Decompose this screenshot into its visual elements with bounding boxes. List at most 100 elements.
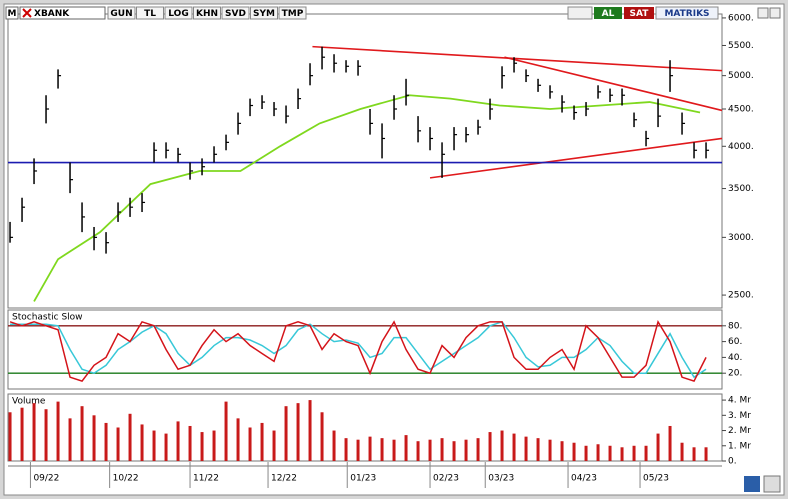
- volume-bar: [140, 424, 144, 461]
- volume-bar: [128, 413, 132, 461]
- clear-icon[interactable]: [22, 8, 32, 18]
- volume-bar: [260, 422, 264, 461]
- toolbar-button[interactable]: [107, 6, 136, 20]
- volume-bar: [536, 438, 540, 461]
- volume-bar: [44, 409, 48, 461]
- toolbar-button-label: LOG: [168, 9, 188, 19]
- volume-bar: [440, 438, 444, 461]
- volume-bar: [416, 441, 420, 461]
- toolbar-button[interactable]: [250, 6, 278, 20]
- logo: M: [8, 9, 17, 19]
- volume-bar: [164, 433, 168, 461]
- volume-bar: [668, 425, 672, 461]
- y-tick-label: 60.: [728, 337, 742, 347]
- toolbar-button-label: KHN: [196, 9, 218, 19]
- close[interactable]: [769, 7, 781, 19]
- toolbar-button[interactable]: [193, 6, 221, 20]
- toolbar-button[interactable]: [136, 6, 164, 20]
- toolbar-button[interactable]: [221, 6, 250, 20]
- volume-bar: [80, 406, 84, 461]
- y-tick-label: 3. Mr: [728, 411, 751, 421]
- sell-button[interactable]: [624, 7, 654, 19]
- volume-bar: [356, 439, 360, 461]
- volume-bar: [608, 445, 612, 461]
- volume-bar: [464, 439, 468, 461]
- volume-bar: [248, 427, 252, 461]
- volume-bar: [692, 447, 696, 461]
- x-tick-label: 03/23: [488, 474, 514, 484]
- brand-box: [655, 6, 719, 20]
- volume-bar: [152, 430, 156, 461]
- x-tick-label: 01/23: [350, 474, 376, 484]
- volume-bar: [500, 430, 504, 461]
- volume-bar: [56, 401, 60, 461]
- panel-border: [7, 309, 723, 390]
- volume-bar: [488, 432, 492, 461]
- volume-bar: [212, 430, 216, 461]
- volume-bar: [332, 430, 336, 461]
- y-tick-label: 40.: [728, 353, 742, 363]
- volume-bar: [284, 406, 288, 461]
- x-tick-label: 12/22: [271, 474, 297, 484]
- volume-bar: [452, 441, 456, 461]
- volume-bar: [392, 439, 396, 461]
- volume-bar: [92, 415, 96, 461]
- brand: MATRIKS: [664, 9, 709, 19]
- volume-bar: [476, 438, 480, 461]
- volume-bar: [272, 430, 276, 461]
- tool-icon[interactable]: [567, 6, 593, 20]
- moving-average: [33, 94, 701, 302]
- volume-bar: [296, 403, 300, 461]
- y-tick-label: 5500.: [728, 41, 754, 51]
- trend-line: [504, 56, 723, 112]
- window-controls: [744, 7, 781, 493]
- panel-title: Stochastic Slow: [12, 313, 83, 323]
- toolbar-button[interactable]: [278, 6, 307, 20]
- logo-box: [5, 6, 19, 20]
- volume-bar: [584, 445, 588, 461]
- x-tick-label: 04/23: [571, 474, 597, 484]
- y-tick-label: 3500.: [728, 184, 754, 194]
- volume-bar: [596, 444, 600, 461]
- volume-bar: [512, 433, 516, 461]
- y-tick-label: 2. Mr: [728, 426, 751, 436]
- volume-bar: [428, 439, 432, 461]
- volume-bar: [680, 442, 684, 461]
- y-tick-label: 6000.: [728, 13, 754, 23]
- buy-button[interactable]: [594, 7, 622, 19]
- refresh[interactable]: [744, 476, 760, 492]
- minimize[interactable]: [757, 7, 769, 19]
- volume-bar: [308, 400, 312, 461]
- x-tick-label: 05/23: [643, 474, 669, 484]
- volume-bar: [632, 445, 636, 461]
- symbol-box[interactable]: [19, 6, 106, 20]
- panel-border: [7, 13, 723, 309]
- x-tick-label: 09/22: [33, 474, 59, 484]
- volume-bar: [320, 412, 324, 461]
- volume-bar: [200, 432, 204, 461]
- volume-bar: [524, 436, 528, 461]
- y-tick-label: 1. Mr: [728, 441, 751, 451]
- volume-bar: [236, 418, 240, 461]
- x-tick-label: 10/22: [113, 474, 139, 484]
- volume-bar: [32, 403, 36, 461]
- y-tick-label: 80.: [728, 321, 742, 331]
- volume-bar: [344, 438, 348, 461]
- x-tick-label: 02/23: [433, 474, 459, 484]
- symbol: XBANK: [34, 9, 70, 19]
- volume-bar: [68, 418, 72, 461]
- toolbar-button-label: SVD: [225, 9, 246, 19]
- oscillator-line: [9, 319, 707, 383]
- chart-area: [3, 3, 785, 496]
- panel-border: [7, 393, 723, 462]
- y-tick-label: 20.: [728, 369, 742, 379]
- settings[interactable]: [763, 475, 781, 493]
- toolbar-button[interactable]: [164, 6, 193, 20]
- y-tick-label: 4500.: [728, 105, 754, 115]
- y-tick-label: 4000.: [728, 142, 754, 152]
- volume-bar: [368, 436, 372, 461]
- volume-bar: [188, 425, 192, 461]
- panel-title: Volume: [12, 397, 46, 407]
- volume-bar: [20, 407, 24, 461]
